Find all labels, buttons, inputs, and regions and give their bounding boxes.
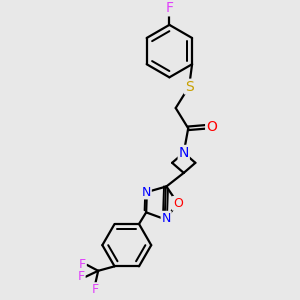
Text: N: N — [142, 186, 151, 199]
Text: O: O — [173, 197, 183, 210]
Text: S: S — [185, 80, 194, 94]
Text: F: F — [79, 258, 86, 271]
Text: F: F — [78, 270, 85, 283]
Text: N: N — [178, 146, 189, 160]
Text: N: N — [161, 212, 171, 225]
Text: F: F — [92, 283, 99, 296]
Text: F: F — [165, 2, 173, 16]
Text: O: O — [206, 120, 217, 134]
